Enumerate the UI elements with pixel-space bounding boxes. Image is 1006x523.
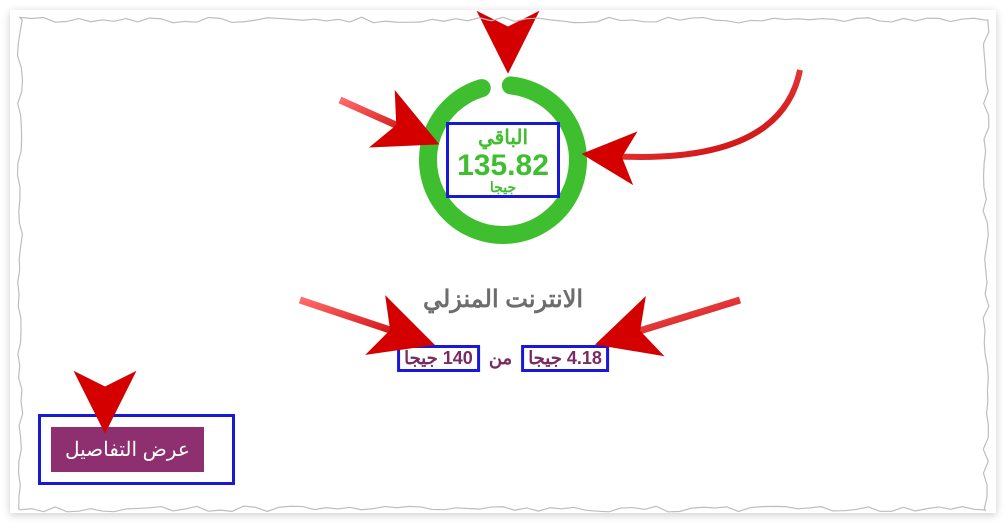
used-unit: جيجا — [528, 348, 562, 368]
total-unit: جيجا — [404, 348, 438, 368]
used-value: 4.18 — [567, 348, 602, 368]
details-button-highlight: عرض التفاصيل — [38, 414, 235, 485]
card-frame: الباقي 135.82 جيجا الانترنت المنزلي 4.18… — [10, 10, 996, 513]
plan-title: الانترنت المنزلي — [423, 285, 583, 314]
usage-line: 4.18 جيجا من 140 جيجا — [397, 345, 609, 372]
total-value: 140 — [443, 348, 473, 368]
data-ring: الباقي 135.82 جيجا — [413, 70, 593, 250]
of-word: من — [485, 348, 516, 368]
remaining-value: 135.82 — [457, 149, 549, 182]
total-amount: 140 جيجا — [397, 345, 480, 372]
remaining-box: الباقي 135.82 جيجا — [446, 122, 560, 198]
details-button[interactable]: عرض التفاصيل — [51, 427, 204, 472]
used-amount: 4.18 جيجا — [521, 345, 609, 372]
remaining-unit: جيجا — [490, 180, 516, 195]
remaining-label: الباقي — [478, 127, 528, 149]
